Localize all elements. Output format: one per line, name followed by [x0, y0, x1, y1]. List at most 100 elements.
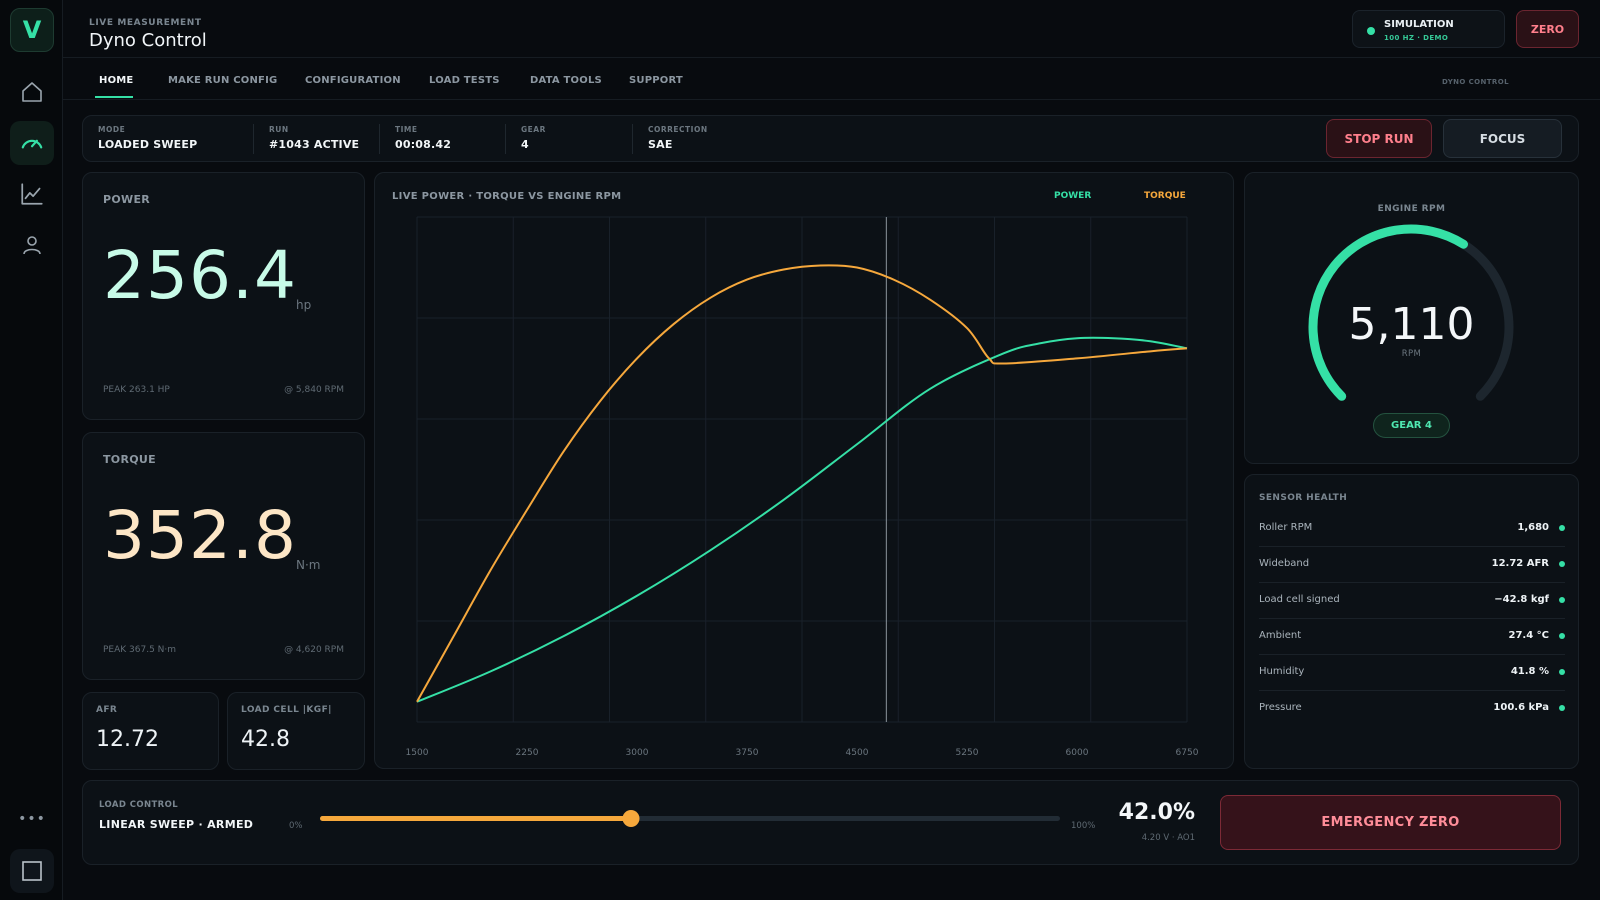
status-label: GEAR	[521, 125, 546, 134]
stop-run-button[interactable]: STOP RUN	[1326, 119, 1432, 158]
load-control-mode: LINEAR SWEEP · ARMED	[99, 818, 254, 831]
simulation-subtitle: 100 HZ · DEMO	[1384, 34, 1449, 42]
load-slider-fill	[320, 816, 631, 821]
load-control-label: LOAD CONTROL	[99, 800, 179, 810]
focus-button[interactable]: FOCUS	[1443, 119, 1562, 158]
status-value: SAE	[648, 138, 673, 151]
sensor-row: Roller RPM 1,680	[1259, 511, 1565, 547]
tab-home[interactable]: HOME	[99, 75, 134, 86]
status-gear: GEAR 4	[521, 125, 546, 151]
gauge-icon	[21, 139, 43, 149]
top-bar: LIVE MEASUREMENT Dyno Control SIMULATION…	[63, 0, 1600, 58]
sensor-name: Pressure	[1259, 702, 1302, 713]
status-label: RUN	[269, 125, 289, 134]
x-tick-label: 6000	[1065, 748, 1089, 758]
legend-torque: TORQUE	[1144, 191, 1186, 201]
tab-configuration[interactable]: CONFIGURATION	[305, 75, 401, 86]
slider-max-label: 100%	[1071, 821, 1096, 831]
gauge-value: 5,110	[1348, 299, 1475, 350]
engine-rpm-gauge: ENGINE RPM 5,110 RPM GEAR 4	[1244, 172, 1579, 464]
torque-card: TORQUE 352.8 N·m PEAK 367.5 N·m @ 4,620 …	[82, 432, 365, 680]
load-slider-thumb[interactable]	[622, 810, 640, 827]
gauge-progress	[1308, 224, 1469, 401]
user-icon	[23, 236, 41, 255]
status-run: RUN #1043 ACTIVE	[269, 125, 359, 151]
power-label: POWER	[103, 193, 151, 206]
power-unit: hp	[296, 298, 312, 312]
torque-unit: N·m	[296, 558, 321, 572]
simulation-title: SIMULATION	[1384, 19, 1454, 30]
more-icon[interactable]: •••	[18, 811, 46, 827]
status-dot	[1367, 27, 1375, 35]
x-tick-label: 3000	[625, 748, 649, 758]
sensor-row: Pressure 100.6 kPa	[1259, 691, 1565, 727]
app-logo[interactable]: V	[10, 8, 54, 52]
sensor-name: Load cell signed	[1259, 594, 1340, 605]
status-value: LOADED SWEEP	[98, 138, 198, 151]
tab-support[interactable]: SUPPORT	[629, 75, 683, 86]
power-peak: PEAK 263.1 HP	[103, 385, 170, 395]
gauge-unit: RPM	[1401, 349, 1422, 359]
nav-home[interactable]	[10, 70, 54, 114]
nav-analytics[interactable]	[10, 172, 54, 216]
sensor-status-dot	[1559, 561, 1565, 567]
status-correction: CORRECTION SAE	[648, 125, 708, 151]
divider	[505, 124, 506, 154]
nav-dashboard[interactable]	[10, 121, 54, 165]
chart-plot	[416, 216, 1188, 723]
x-tick-label: 2250	[515, 748, 539, 758]
torque-value: 352.8	[103, 497, 297, 574]
status-mode: MODE LOADED SWEEP	[98, 125, 197, 151]
x-tick-label: 6750	[1175, 748, 1199, 758]
nav-brand-label: DYNO CONTROL	[1442, 78, 1509, 86]
sensor-name: Humidity	[1259, 666, 1305, 677]
power-value: 256.4	[103, 237, 297, 314]
tab-make-run-config[interactable]: MAKE RUN CONFIG	[168, 75, 278, 86]
tab-data-tools[interactable]: DATA TOOLS	[530, 75, 602, 86]
torque-peak-rpm: @ 4,620 RPM	[284, 645, 344, 655]
app-eyebrow: LIVE MEASUREMENT	[89, 18, 202, 28]
chart-title: LIVE POWER · TORQUE VS ENGINE RPM	[392, 191, 622, 202]
torque-peak: PEAK 367.5 N·m	[103, 645, 177, 655]
status-label: CORRECTION	[648, 125, 708, 134]
zero-button[interactable]: ZERO	[1516, 10, 1579, 48]
sensor-status-dot	[1559, 633, 1565, 639]
status-time: TIME 00:08.42	[395, 125, 451, 151]
load-slider[interactable]	[320, 810, 1060, 827]
nav-tabs: HOME MAKE RUN CONFIG CONFIGURATION LOAD …	[63, 58, 1600, 100]
gauge-label: ENGINE RPM	[1377, 204, 1446, 214]
gear-badge: GEAR 4	[1373, 413, 1450, 438]
sidebar: V •••	[0, 0, 63, 900]
status-value: #1043 ACTIVE	[269, 138, 360, 151]
simulation-status[interactable]: SIMULATION 100 HZ · DEMO	[1352, 10, 1505, 48]
sensor-value: 27.4 °C	[1508, 630, 1550, 641]
nav-profile[interactable]	[10, 223, 54, 267]
sensor-status-dot	[1559, 525, 1565, 531]
sensor-name: Wideband	[1259, 558, 1310, 569]
sensor-value: 41.8 %	[1510, 666, 1549, 677]
nav-window[interactable]	[10, 849, 54, 893]
sensor-value: 12.72 AFR	[1491, 558, 1549, 569]
power-peak-rpm: @ 5,840 RPM	[284, 385, 344, 395]
sensor-row: Load cell signed −42.8 kgf	[1259, 583, 1565, 619]
x-tick-label: 5250	[955, 748, 979, 758]
run-status-strip: MODE LOADED SWEEP RUN #1043 ACTIVE TIME …	[82, 115, 1579, 162]
load-voltage: 4.20 V · AO1	[1141, 833, 1195, 843]
gauge-arc	[1308, 224, 1514, 401]
emergency-zero-button[interactable]: EMERGENCY ZERO	[1220, 795, 1561, 850]
status-value: 00:08.42	[395, 138, 452, 151]
load-cell-card: LOAD CELL |KGF| 42.8	[227, 692, 365, 770]
home-icon	[22, 82, 42, 102]
x-tick-label: 3750	[735, 748, 759, 758]
afr-label: AFR	[96, 705, 118, 715]
x-tick-label: 1500	[405, 748, 429, 758]
slider-min-label: 0%	[289, 821, 303, 831]
load-cell-value: 42.8	[241, 727, 290, 752]
tab-load-tests[interactable]: LOAD TESTS	[429, 75, 500, 86]
sensor-row: Humidity 41.8 %	[1259, 655, 1565, 691]
sensor-health-panel: SENSOR HEALTH Roller RPM 1,680 Wideband …	[1244, 474, 1579, 769]
sensor-value: 100.6 kPa	[1493, 702, 1549, 713]
active-tab-indicator	[95, 96, 133, 98]
sensor-health-title: SENSOR HEALTH	[1259, 493, 1348, 503]
series-power-line	[416, 336, 1188, 703]
